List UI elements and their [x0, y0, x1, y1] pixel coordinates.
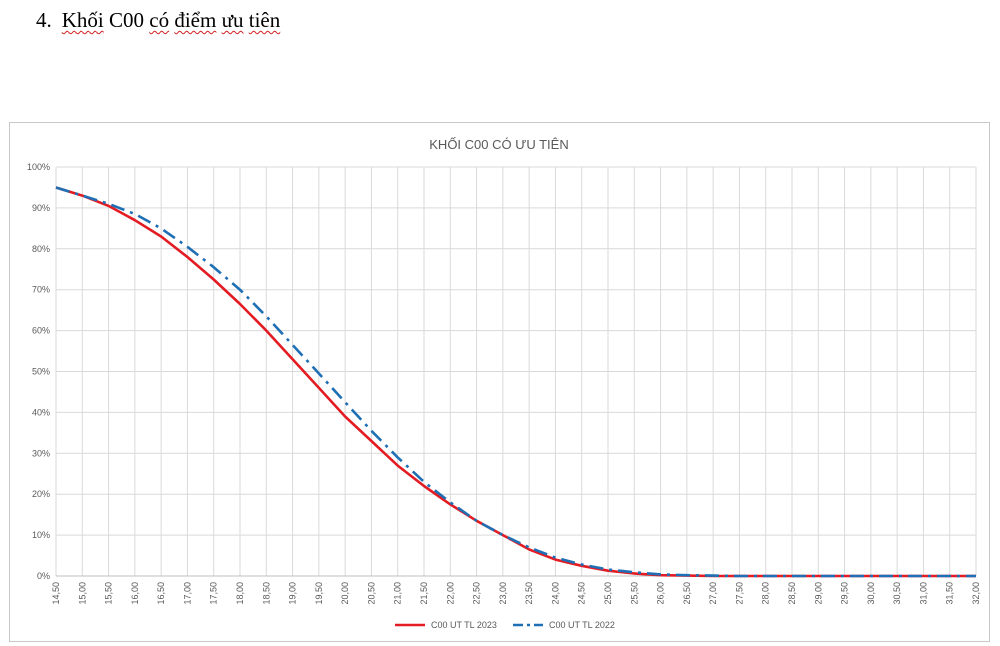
legend-label: C00 UT TL 2023 — [431, 620, 497, 630]
y-axis: 0% 10% 20% 30% 40% 50% 60% 70% 80% 90% 100% — [27, 162, 50, 581]
x-tick-label: 22,00 — [445, 582, 455, 605]
y-tick-label: 60% — [32, 326, 50, 336]
x-tick-label: 20,50 — [366, 582, 376, 605]
x-tick-label: 27,00 — [708, 582, 718, 605]
series-line — [55, 186, 976, 578]
x-tick-label: 23,00 — [498, 582, 508, 605]
y-tick-label: 90% — [32, 203, 50, 213]
heading-number: 4. — [36, 8, 52, 32]
x-tick-label: 22,50 — [472, 582, 482, 605]
x-tick-label: 18,00 — [235, 582, 245, 605]
x-tick-label: 16,00 — [130, 582, 140, 605]
legend-label: C00 UT TL 2022 — [549, 620, 615, 630]
page-heading: 4. Khối C00 có điểm ưu tiên — [36, 8, 280, 33]
x-tick-label: 16,50 — [156, 582, 166, 605]
y-tick-label: 80% — [32, 244, 50, 254]
x-tick-label: 18,50 — [261, 582, 271, 605]
x-tick-label: 21,00 — [393, 582, 403, 605]
chart-title: KHỐI C00 CÓ ƯU TIÊN — [429, 137, 568, 152]
x-tick-label: 27,50 — [734, 582, 744, 605]
x-tick-label: 31,00 — [918, 582, 928, 605]
x-tick-label: 21,50 — [419, 582, 429, 605]
x-tick-label: 24,50 — [577, 582, 587, 605]
heading-word: tiên — [248, 8, 281, 32]
y-tick-label: 20% — [32, 489, 50, 499]
x-tick-label: 19,50 — [314, 582, 324, 605]
x-tick-label: 31,50 — [945, 582, 955, 605]
y-tick-label: 10% — [32, 530, 50, 540]
x-tick-label: 24,00 — [550, 582, 560, 605]
heading-word: có — [149, 8, 170, 32]
y-tick-label: 70% — [32, 285, 50, 295]
y-tick-label: 100% — [27, 162, 50, 172]
heading-word: C00 — [109, 8, 145, 32]
x-tick-label: 30,50 — [892, 582, 902, 605]
x-tick-label: 17,00 — [182, 582, 192, 605]
x-tick-label: 17,50 — [209, 582, 219, 605]
heading-word: ưu — [221, 8, 244, 32]
y-tick-label: 40% — [32, 407, 50, 417]
y-tick-label: 30% — [32, 448, 50, 458]
x-tick-label: 23,50 — [524, 582, 534, 605]
chart-frame: KHỐI C00 CÓ ƯU TIÊN 0% 10% 20% 30% 40% 50% 60%… — [9, 122, 990, 642]
x-tick-label: 20,00 — [340, 582, 350, 605]
y-tick-label: 0% — [37, 571, 50, 581]
x-tick-label: 28,50 — [787, 582, 797, 605]
x-tick-label: 30,00 — [866, 582, 876, 605]
x-tick-label: 25,50 — [629, 582, 639, 605]
heading-word: Khối — [61, 8, 104, 32]
x-tick-label: 29,50 — [840, 582, 850, 605]
x-tick-label: 15,50 — [104, 582, 114, 605]
x-tick-label: 25,00 — [603, 582, 613, 605]
x-tick-label: 26,50 — [682, 582, 692, 605]
x-tick-label: 32,00 — [971, 582, 981, 605]
x-tick-label: 26,00 — [656, 582, 666, 605]
y-tick-label: 50% — [32, 367, 50, 377]
x-tick-label: 15,00 — [77, 582, 87, 605]
x-tick-label: 19,00 — [288, 582, 298, 605]
grid-lines — [55, 166, 977, 577]
series-line — [55, 186, 976, 578]
heading-word: điểm — [174, 8, 217, 32]
x-tick-label: 14,50 — [51, 582, 61, 605]
legend: C00 UT TL 2023 C00 UT TL 2022 — [395, 620, 615, 630]
x-tick-label: 28,00 — [761, 582, 771, 605]
line-chart: KHỐI C00 CÓ ƯU TIÊN 0% 10% 20% 30% 40% 50% 60%… — [27, 137, 981, 630]
series-lines — [55, 186, 976, 578]
x-axis: 14,50 15,00 15,50 16,00 16,50 17,00 17,50 18,00… — [51, 575, 981, 605]
x-tick-label: 29,00 — [813, 582, 823, 605]
